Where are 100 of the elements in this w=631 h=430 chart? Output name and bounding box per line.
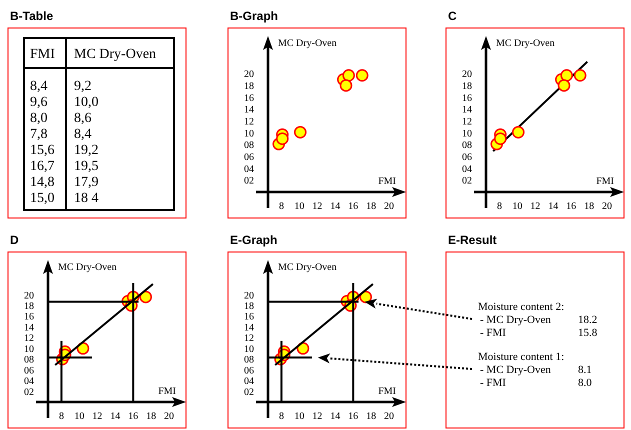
point xyxy=(340,79,352,92)
text: 8,4 xyxy=(74,127,92,142)
x-tick-label: 16 xyxy=(348,201,358,212)
x-axis-title: FMI xyxy=(378,386,396,397)
x-tick-label: 18 xyxy=(366,411,376,422)
y-tick-label: 20 xyxy=(462,69,472,80)
y-tick-label: 12 xyxy=(244,116,254,128)
y-tick-label: 04 xyxy=(244,164,254,175)
y-tick-label: 02 xyxy=(462,176,472,187)
text: E-Result xyxy=(448,233,497,247)
y-tick-label: 16 xyxy=(462,92,472,104)
text: 7,8 xyxy=(30,127,48,142)
y-tick-label: 10 xyxy=(244,344,254,355)
x-tick-label: 20 xyxy=(164,411,174,422)
text: 17,9 xyxy=(74,175,98,190)
x-tick-label: 18 xyxy=(146,411,156,422)
y-tick-label: 20 xyxy=(244,290,254,302)
y-tick-label: 02 xyxy=(24,386,34,398)
y-tick-label: 04 xyxy=(24,376,34,388)
y-tick-label: 16 xyxy=(244,312,254,323)
text: 8,0 xyxy=(30,111,48,126)
text: - MC Dry-Oven xyxy=(480,364,552,376)
x-tick-label: 16 xyxy=(128,411,138,422)
x-tick-label: 8 xyxy=(496,201,502,212)
y-tick-label: 18 xyxy=(244,80,254,92)
y-tick-label: 06 xyxy=(462,152,472,163)
text: 8,6 xyxy=(74,111,92,126)
y-tick-label: 04 xyxy=(462,164,472,175)
x-tick-label: 20 xyxy=(384,411,394,422)
text: 18.2 xyxy=(578,314,598,326)
text: 8.0 xyxy=(578,377,592,389)
y-tick-label: 06 xyxy=(24,365,34,376)
text: FMI xyxy=(30,47,56,62)
y-tick-label: 10 xyxy=(462,128,472,140)
y-tick-label: 08 xyxy=(244,140,254,152)
y-axis-title: MC Dry-Oven xyxy=(278,38,337,49)
chart-title: D xyxy=(10,233,19,247)
x-tick-label: 10 xyxy=(294,201,304,212)
y-tick-label: 14 xyxy=(462,104,472,116)
y-axis-title: MC Dry-Oven xyxy=(58,262,117,273)
text: 10,0 xyxy=(74,95,98,110)
y-tick-label: 06 xyxy=(244,152,254,163)
text: - FMI xyxy=(480,327,506,339)
y-tick-label: 18 xyxy=(244,301,254,312)
x-axis-title: FMI xyxy=(596,176,614,187)
point xyxy=(560,69,573,82)
text: 16,7 xyxy=(30,159,54,174)
x-axis-title: FMI xyxy=(158,386,176,397)
text: - MC Dry-Oven xyxy=(480,314,552,326)
text: 9,2 xyxy=(74,79,92,94)
x-tick-label: 12 xyxy=(312,411,322,422)
x-tick-label: 14 xyxy=(330,411,340,422)
y-tick-label: 16 xyxy=(244,92,254,104)
y-tick-label: 12 xyxy=(24,333,34,344)
x-tick-label: 10 xyxy=(512,201,522,212)
point xyxy=(139,290,152,304)
y-tick-label: 12 xyxy=(244,333,254,344)
point xyxy=(276,132,289,145)
y-tick-label: 02 xyxy=(244,386,254,398)
chart-title: C xyxy=(448,9,457,23)
y-tick-label: 20 xyxy=(24,290,34,302)
x-tick-label: 14 xyxy=(110,411,120,422)
x-tick-label: 10 xyxy=(74,411,84,422)
y-tick-label: 12 xyxy=(462,116,472,128)
y-tick-label: 14 xyxy=(24,322,34,334)
point xyxy=(574,69,586,82)
y-tick-label: 16 xyxy=(24,312,34,323)
y-tick-label: 18 xyxy=(24,301,34,312)
text: 15,0 xyxy=(30,191,54,206)
text: 8.1 xyxy=(578,364,592,376)
x-tick-label: 16 xyxy=(566,201,576,212)
text: Moisture content 1: xyxy=(478,351,564,363)
x-tick-label: 18 xyxy=(366,201,376,212)
text: 9,6 xyxy=(30,95,48,110)
point xyxy=(512,126,525,138)
chart-title: E-Graph xyxy=(230,233,278,247)
y-tick-label: 06 xyxy=(244,365,254,376)
x-tick-label: 12 xyxy=(92,411,102,422)
x-tick-label: 20 xyxy=(384,201,394,212)
x-tick-label: 14 xyxy=(548,201,558,212)
y-axis-title: MC Dry-Oven xyxy=(278,262,337,273)
text: 15,6 xyxy=(30,143,54,158)
point xyxy=(342,69,355,82)
text: MC Dry-Oven xyxy=(74,47,156,62)
y-tick-label: 14 xyxy=(244,104,254,116)
y-tick-label: 14 xyxy=(244,322,254,334)
text: 8,4 xyxy=(30,79,48,94)
y-tick-label: 08 xyxy=(462,140,472,152)
y-tick-label: 18 xyxy=(462,80,472,92)
text: 19,2 xyxy=(74,143,98,158)
text: B-Table xyxy=(10,9,54,23)
x-tick-label: 10 xyxy=(294,411,304,422)
text: 14,8 xyxy=(30,175,54,190)
x-tick-label: 20 xyxy=(602,201,612,212)
text: - FMI xyxy=(480,377,506,389)
x-tick-label: 8 xyxy=(58,411,64,422)
text: Moisture content 2: xyxy=(478,301,564,313)
x-tick-label: 18 xyxy=(584,201,594,212)
x-tick-label: 8 xyxy=(278,411,284,422)
y-tick-label: 20 xyxy=(244,69,254,80)
